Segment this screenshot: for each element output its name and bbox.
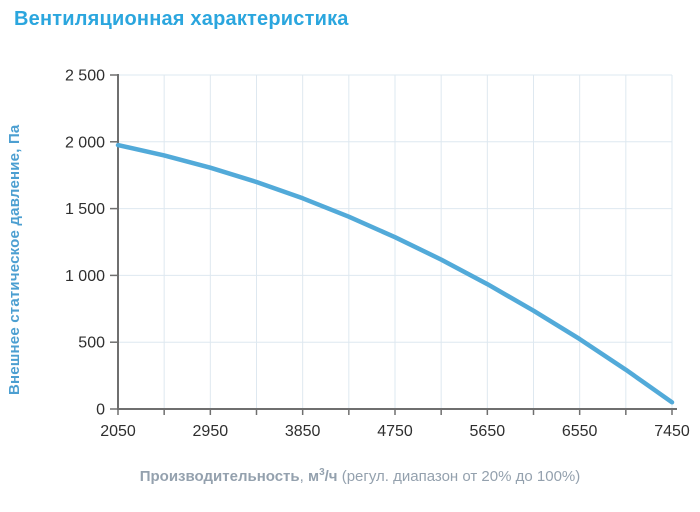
x-axis-title-main: Производительность — [139, 468, 300, 485]
x-tick-label: 6550 — [562, 423, 598, 440]
x-axis-unit-numerator: м — [307, 468, 320, 485]
y-tick-label: 1 500 — [65, 201, 105, 218]
x-tick-label: 5650 — [470, 423, 506, 440]
x-axis-unit-superscript: 3 — [319, 467, 325, 478]
y-tick-label: 2 000 — [65, 134, 105, 151]
x-axis-title-separator: , — [299, 468, 308, 485]
fan-curve — [115, 142, 675, 405]
x-tick-label: 2050 — [100, 423, 136, 440]
x-tick-label: 4750 — [377, 423, 413, 440]
x-tick-label: 2950 — [193, 423, 229, 440]
x-axis-title: Производительность, м3/ч (регул. диапазо… — [20, 467, 700, 486]
x-axis-unit-rest: /ч — [324, 468, 338, 485]
y-tick-label: 500 — [78, 335, 105, 352]
y-tick-label: 1 000 — [65, 268, 105, 285]
x-tick-label: 3850 — [285, 423, 321, 440]
chart-canvas: 0 500 1 000 1 500 2 000 2 500 2050 2950 3850 4750… — [65, 68, 690, 441]
x-tick-label: 7450 — [654, 423, 690, 440]
y-tick-label: 2 500 — [65, 68, 105, 85]
page-title: Вентиляционная характеристика — [14, 8, 349, 30]
y-tick-label: 0 — [96, 402, 105, 419]
x-axis-range-note: (регул. диапазон от 20% до 100%) — [337, 468, 581, 485]
